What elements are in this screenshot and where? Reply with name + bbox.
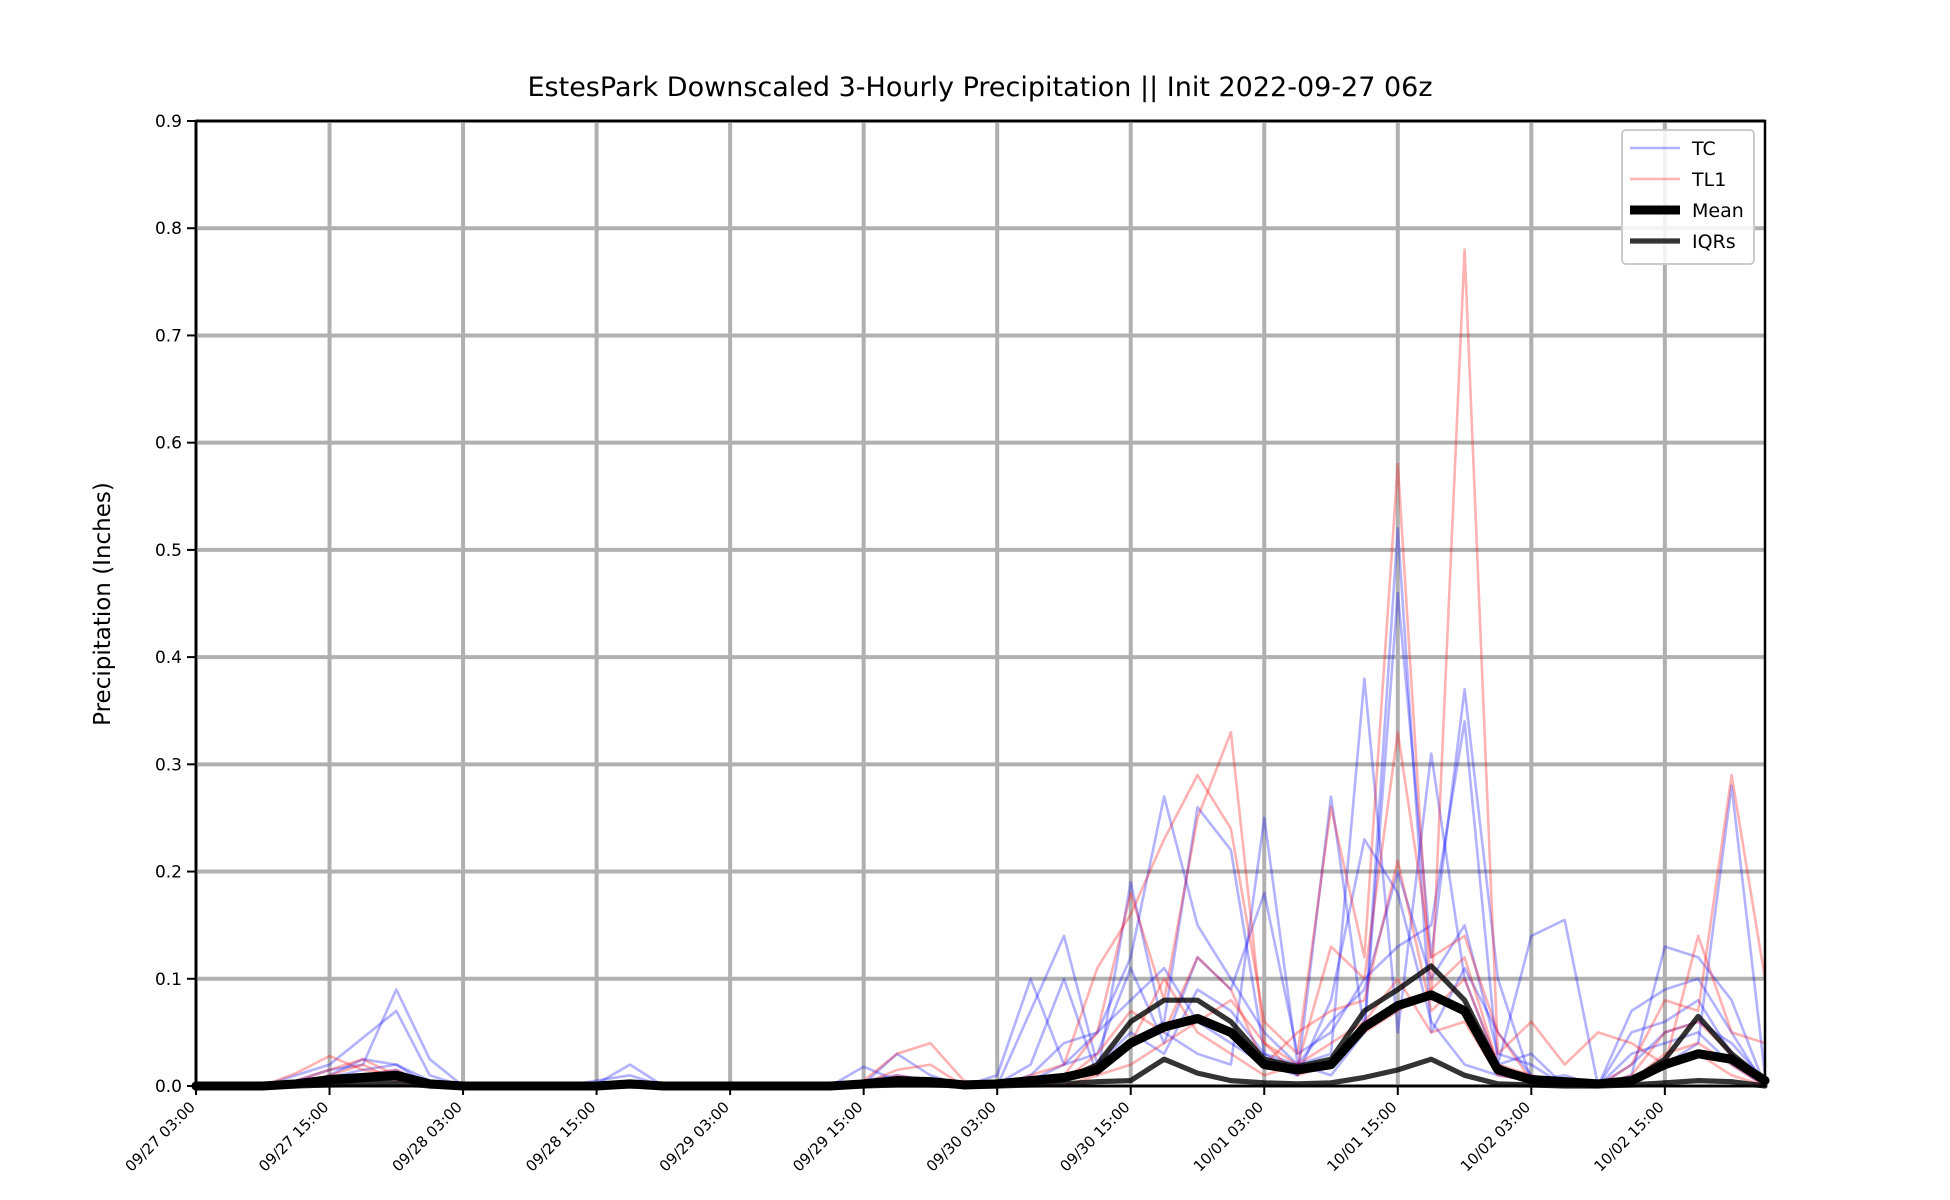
plot-frame — [194, 119, 1767, 1088]
legend-label-mean: Mean — [1692, 200, 1744, 222]
y-tick-label: 0.4 — [155, 648, 182, 668]
y-axis-label: Precipitation (Inches) — [90, 482, 116, 726]
y-tick-label: 0.6 — [155, 434, 182, 454]
y-axis: 0.0 0.1 0.2 0.3 0.4 0.5 0.6 0.7 0.8 0.9 — [155, 112, 196, 1097]
y-tick-label: 0.2 — [155, 863, 182, 883]
chart-title: EstesPark Downscaled 3-Hourly Precipitat… — [527, 72, 1432, 103]
y-tick-label: 0.1 — [155, 970, 182, 990]
legend-label-tl1: TL1 — [1691, 169, 1726, 191]
legend-label-iqrs: IQRs — [1692, 231, 1736, 253]
y-tick-label: 0.9 — [155, 112, 182, 132]
legend-label-tc: TC — [1691, 138, 1716, 160]
legend: TC TL1 Mean IQRs — [1621, 129, 1755, 265]
y-tick-label: 0.0 — [155, 1077, 182, 1097]
y-tick-label: 0.7 — [155, 326, 182, 346]
y-tick-label: 0.8 — [155, 219, 182, 239]
y-tick-label: 0.3 — [155, 755, 182, 775]
y-tick-label: 0.5 — [155, 541, 182, 561]
legend-box — [1621, 129, 1755, 265]
